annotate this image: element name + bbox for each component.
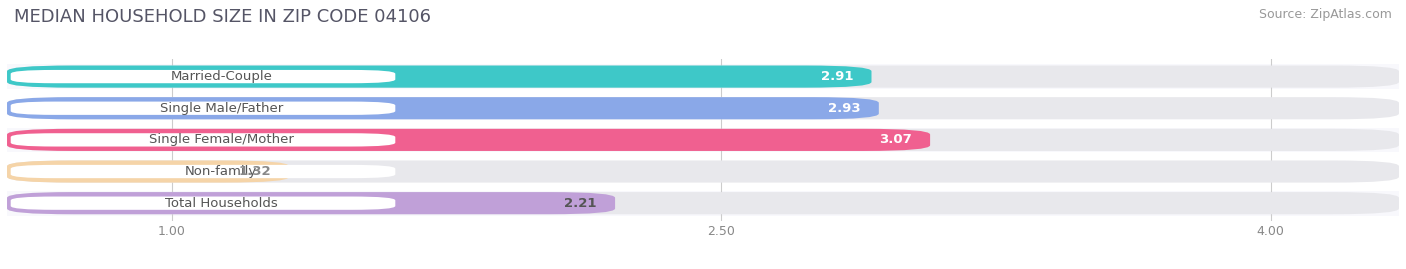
Text: Total Households: Total Households [165, 197, 278, 210]
FancyBboxPatch shape [7, 97, 879, 119]
FancyBboxPatch shape [11, 102, 395, 115]
Text: Married-Couple: Married-Couple [170, 70, 273, 83]
FancyBboxPatch shape [11, 133, 395, 147]
FancyBboxPatch shape [11, 70, 395, 83]
FancyBboxPatch shape [7, 160, 290, 183]
Text: Single Female/Mother: Single Female/Mother [149, 133, 294, 146]
FancyBboxPatch shape [7, 160, 1399, 183]
FancyBboxPatch shape [7, 66, 872, 88]
FancyBboxPatch shape [7, 129, 931, 151]
Text: Source: ZipAtlas.com: Source: ZipAtlas.com [1258, 8, 1392, 21]
FancyBboxPatch shape [7, 192, 614, 214]
FancyBboxPatch shape [7, 66, 1399, 88]
Text: 2.21: 2.21 [564, 197, 596, 210]
Text: 3.07: 3.07 [879, 133, 912, 146]
FancyBboxPatch shape [7, 97, 1399, 119]
FancyBboxPatch shape [7, 191, 1399, 215]
FancyBboxPatch shape [7, 128, 1399, 152]
FancyBboxPatch shape [7, 192, 1399, 214]
Text: 1.32: 1.32 [238, 165, 271, 178]
FancyBboxPatch shape [7, 96, 1399, 121]
FancyBboxPatch shape [7, 129, 1399, 151]
Text: MEDIAN HOUSEHOLD SIZE IN ZIP CODE 04106: MEDIAN HOUSEHOLD SIZE IN ZIP CODE 04106 [14, 8, 432, 26]
Text: Non-family: Non-family [186, 165, 257, 178]
Text: 2.93: 2.93 [828, 102, 860, 115]
Text: 2.91: 2.91 [821, 70, 853, 83]
FancyBboxPatch shape [11, 165, 395, 178]
FancyBboxPatch shape [7, 159, 1399, 184]
FancyBboxPatch shape [11, 197, 395, 210]
Text: Single Male/Father: Single Male/Father [160, 102, 283, 115]
FancyBboxPatch shape [7, 64, 1399, 89]
